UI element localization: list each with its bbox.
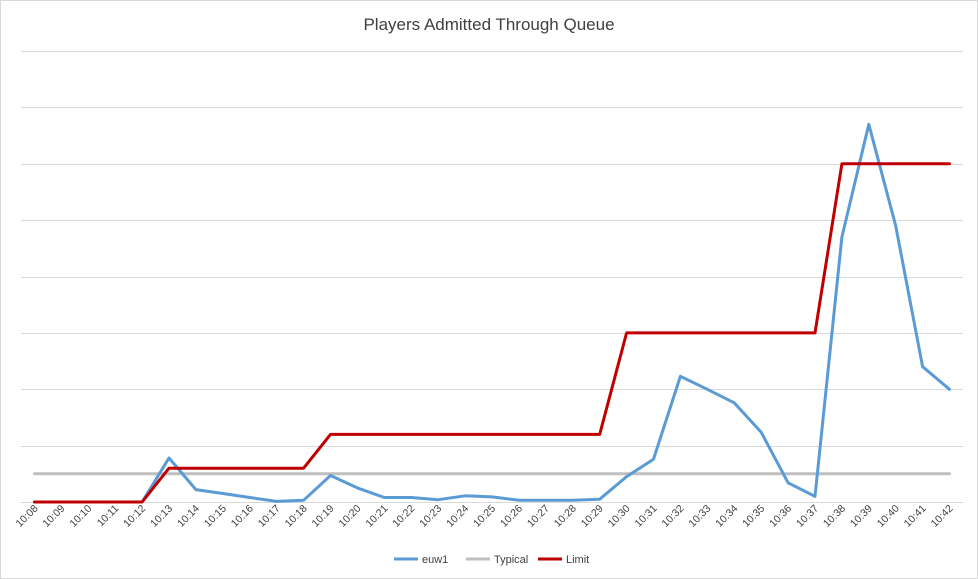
x-tick-label: 10:42 <box>929 503 956 530</box>
x-tick-label: 10:19 <box>310 503 337 530</box>
legend-label-typical: Typical <box>494 554 528 566</box>
chart-title: Players Admitted Through Queue <box>363 15 614 34</box>
x-tick-label: 10:40 <box>875 503 902 530</box>
x-tick-label: 10:35 <box>740 503 767 530</box>
x-tick-label: 10:33 <box>686 503 713 530</box>
x-tick-label: 10:31 <box>633 503 660 530</box>
x-tick-label: 10:34 <box>713 503 740 530</box>
x-tick-label: 10:41 <box>902 503 929 530</box>
x-tick-label: 10:23 <box>417 503 444 530</box>
x-tick-label: 10:10 <box>67 503 94 530</box>
x-tick-label: 10:22 <box>390 503 417 530</box>
series-line-limit <box>35 164 950 502</box>
x-tick-label: 10:36 <box>767 503 794 530</box>
x-tick-label: 10:26 <box>498 503 525 530</box>
x-tick-label: 10:24 <box>444 503 471 530</box>
x-tick-label: 10:13 <box>148 503 175 530</box>
x-tick-label: 10:29 <box>579 503 606 530</box>
x-tick-label: 10:38 <box>821 503 848 530</box>
x-tick-label: 10:09 <box>40 503 67 530</box>
x-tick-label: 10:17 <box>256 503 283 530</box>
x-tick-label: 10:27 <box>525 503 552 530</box>
x-tick-label: 10:25 <box>471 503 498 530</box>
x-tick-label: 10:11 <box>95 503 122 530</box>
x-tick-label: 10:39 <box>848 503 875 530</box>
series-line-euw1 <box>35 124 950 502</box>
x-tick-label: 10:12 <box>121 503 148 530</box>
legend-label-euw1: euw1 <box>422 554 448 566</box>
x-tick-label: 10:14 <box>175 503 202 530</box>
x-tick-label: 10:32 <box>659 503 686 530</box>
x-axis-tick-labels: 10:08 10:09 10:10 10:11 10:12 10:13 10:14 10:15… <box>14 503 956 530</box>
x-tick-label: 10:15 <box>202 503 229 530</box>
x-tick-label: 10:37 <box>794 503 821 530</box>
x-tick-label: 10:30 <box>606 503 633 530</box>
series-lines <box>35 124 950 502</box>
x-tick-label: 10:08 <box>14 503 41 530</box>
legend-label-limit: Limit <box>566 554 589 566</box>
x-tick-label: 10:20 <box>336 503 363 530</box>
legend: euw1 Typical Limit <box>394 554 589 566</box>
x-tick-label: 10:18 <box>283 503 310 530</box>
x-tick-label: 10:28 <box>552 503 579 530</box>
x-tick-label: 10:21 <box>363 503 390 530</box>
x-tick-label: 10:16 <box>229 503 256 530</box>
